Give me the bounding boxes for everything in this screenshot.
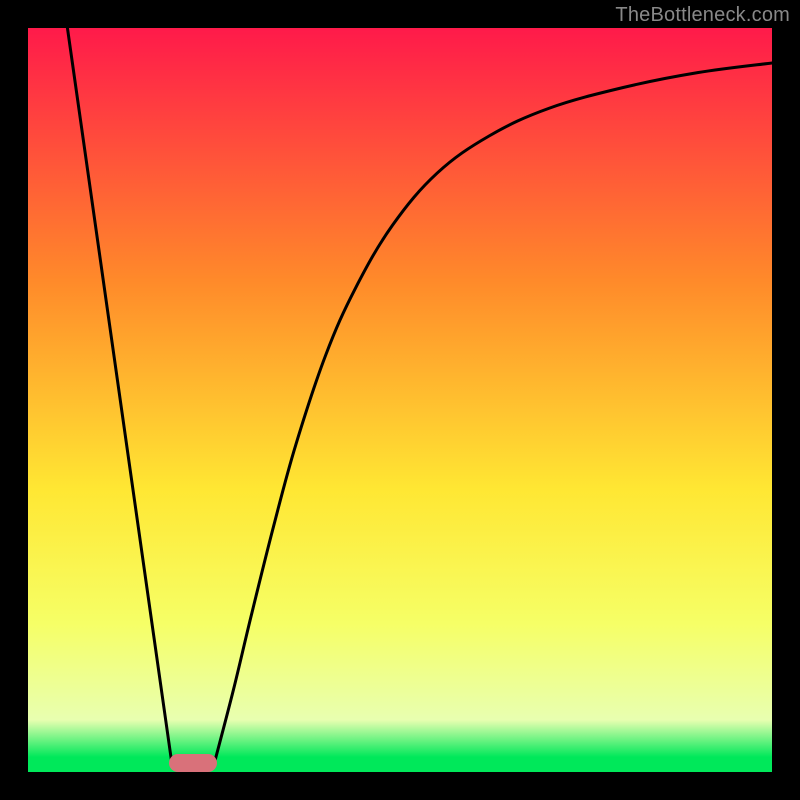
figure-root: TheBottleneck.com — [0, 0, 800, 800]
plot-area — [28, 28, 772, 772]
highlight-marker — [169, 754, 217, 772]
plot-svg — [28, 28, 772, 772]
watermark-text: TheBottleneck.com — [615, 4, 790, 27]
